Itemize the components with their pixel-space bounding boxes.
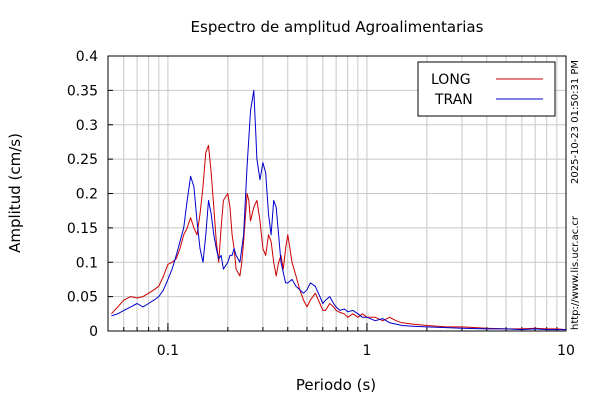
y-tick-label: 0.35 bbox=[67, 83, 98, 99]
timestamp-annotation: 2025-10-23 01:50:31 PM bbox=[570, 60, 581, 184]
x-axis-label: Periodo (s) bbox=[296, 376, 376, 394]
y-tick-label: 0.1 bbox=[76, 255, 98, 271]
legend: LONG TRAN bbox=[417, 61, 556, 117]
y-tick-label: 0.05 bbox=[67, 290, 98, 306]
series-line-long bbox=[111, 144, 567, 331]
legend-box bbox=[417, 61, 556, 117]
x-tick-label: 1 bbox=[362, 343, 371, 359]
x-tick-label: 10 bbox=[557, 343, 575, 359]
y-tick-label: 0.25 bbox=[67, 152, 98, 168]
legend-label-tran: TRAN bbox=[434, 92, 473, 108]
chart-title: Espectro de amplitud Agroalimentarias bbox=[191, 18, 484, 36]
axis-ticks: 0 0.05 0.1 0.15 0.2 0.25 0.3 0.35 0.4 0.1 1 10 bbox=[67, 49, 575, 359]
y-tick-label: 0.15 bbox=[67, 221, 98, 237]
x-tick-label: 0.1 bbox=[157, 343, 179, 359]
grid bbox=[107, 55, 566, 332]
y-axis-label: Amplitud (cm/s) bbox=[6, 133, 24, 253]
series-line-tran bbox=[111, 89, 566, 331]
y-tick-label: 0.2 bbox=[76, 187, 98, 203]
legend-label-long: LONG bbox=[431, 72, 471, 88]
website-annotation: http://www.lis.ucr.ac.cr bbox=[570, 215, 581, 330]
y-tick-label: 0 bbox=[89, 324, 98, 340]
y-tick-label: 0.4 bbox=[76, 49, 98, 65]
series-group bbox=[111, 89, 567, 331]
y-tick-label: 0.3 bbox=[76, 118, 98, 134]
